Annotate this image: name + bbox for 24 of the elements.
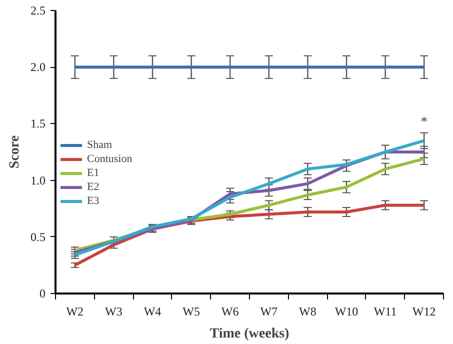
x-tick-label: W4 bbox=[144, 304, 162, 318]
y-tick-label: 2.0 bbox=[30, 60, 46, 74]
x-tick-label: W3 bbox=[105, 304, 122, 318]
x-tick-label: W2 bbox=[66, 304, 84, 318]
y-tick-label: 1.0 bbox=[30, 173, 46, 188]
x-tick-label: W6 bbox=[221, 304, 239, 318]
legend-label: E3 bbox=[87, 194, 100, 208]
legend-label: Contusion bbox=[87, 152, 132, 166]
y-tick-label: 2.5 bbox=[30, 4, 46, 18]
y-tick-label: 0 bbox=[40, 286, 46, 300]
legend-label: E2 bbox=[87, 180, 100, 194]
legend-label: E1 bbox=[87, 166, 100, 180]
x-tick-label: W5 bbox=[182, 304, 200, 318]
annotation: * bbox=[420, 114, 428, 130]
x-tick-label: W12 bbox=[412, 304, 436, 318]
y-axis-title: Score bbox=[8, 135, 22, 169]
x-tick-label: W10 bbox=[334, 304, 358, 318]
x-tick-label: W8 bbox=[299, 304, 316, 318]
x-tick-label: W7 bbox=[260, 304, 278, 318]
y-tick-label: 0.5 bbox=[30, 230, 46, 244]
legend-label: Sham bbox=[87, 138, 112, 152]
x-axis-title: Time (weeks) bbox=[210, 326, 290, 342]
y-tick-label: 1.5 bbox=[30, 116, 46, 131]
x-tick-label: W11 bbox=[374, 304, 397, 318]
